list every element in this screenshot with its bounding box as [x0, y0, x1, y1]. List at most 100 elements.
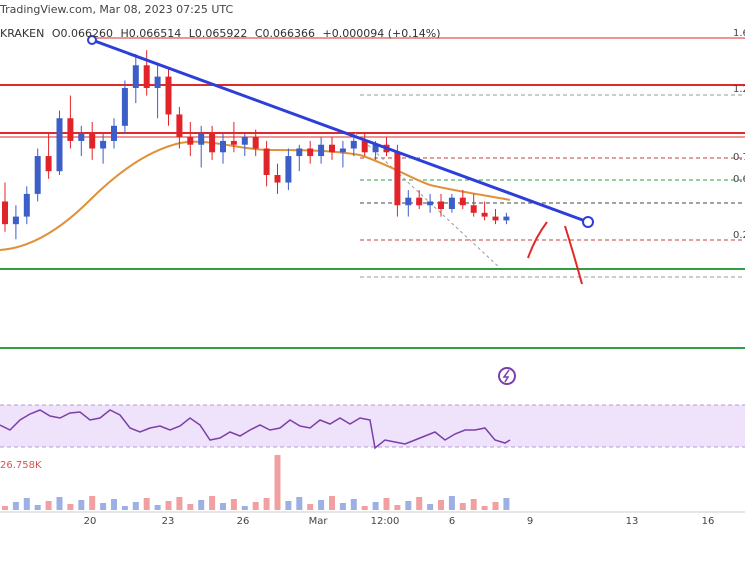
volume-bar [416, 497, 423, 510]
candle-body [241, 137, 248, 145]
candle-body [78, 133, 85, 141]
x-tick-label: 12:00 [371, 516, 400, 527]
exchange-label: KRAKEN [0, 27, 45, 40]
volume-bar [296, 497, 303, 510]
volume-bar [492, 502, 499, 510]
candle-body [361, 140, 368, 153]
candle-body [220, 140, 226, 153]
projection-up-arrow [527, 221, 548, 259]
volume-bar [503, 498, 510, 510]
volume-bar [307, 504, 314, 510]
volume-bar [372, 502, 379, 510]
candle-body [23, 193, 30, 217]
volume-bar [470, 499, 477, 510]
candle-body [329, 144, 335, 153]
candle-body [285, 156, 292, 183]
volume-bar [438, 500, 444, 510]
fib-label-1-2: 1.2 [733, 84, 745, 95]
candle-body [176, 114, 183, 138]
open-value: O0.066260 [51, 27, 113, 40]
candle-body [198, 133, 205, 145]
volume-bar [143, 498, 150, 510]
x-ticks-group: 20 23 26 Mar 12:00 6 9 13 16 [84, 516, 715, 527]
volume-bar [176, 497, 183, 510]
candle-body [503, 216, 510, 221]
x-tick-label: 6 [449, 516, 455, 527]
volume-bar [132, 502, 139, 510]
candle-body [252, 137, 259, 149]
replay-icon-bolt [502, 369, 510, 383]
volume-bar [350, 499, 357, 510]
candle-body [481, 212, 488, 217]
x-tick-label: 26 [237, 516, 250, 527]
volume-bar [329, 496, 335, 510]
rsi-band [0, 405, 745, 447]
high-value: H0.066514 [120, 27, 182, 40]
candle-body [350, 140, 357, 149]
candle-body [67, 118, 74, 141]
candle-body [111, 125, 117, 141]
volume-bar [383, 498, 390, 510]
candle-body [416, 197, 423, 206]
volume-bar [209, 496, 216, 510]
candle-body [263, 148, 270, 175]
candle-body [34, 156, 41, 194]
volume-bar [187, 504, 194, 510]
descending-trendline[interactable] [91, 38, 589, 224]
volume-bar [241, 506, 248, 510]
candle-body [2, 201, 8, 225]
close-value: C0.066366 [254, 27, 316, 40]
change-value: +0.000094 (+0.14%) [322, 27, 441, 40]
volume-bar [252, 502, 259, 510]
candle-body [318, 144, 325, 157]
candle-body [45, 156, 52, 172]
volume-bar [100, 503, 107, 510]
volume-bar [45, 501, 52, 510]
candle-body [470, 205, 477, 213]
trendline-anchor-end[interactable] [582, 216, 594, 228]
candle-body [307, 148, 314, 157]
rsi-line [0, 409, 511, 450]
candle-body [459, 197, 466, 206]
volume-bar [230, 499, 237, 510]
volume-bar [23, 498, 30, 510]
fib-label-0-7: 0.7 [733, 152, 745, 163]
x-tick-label: 16 [702, 516, 715, 527]
trendline-anchor-start[interactable] [87, 35, 97, 45]
candles-group [2, 50, 510, 240]
replay-icon[interactable] [498, 367, 516, 385]
volume-bar [2, 506, 8, 510]
volume-bar [448, 496, 455, 510]
volume-bar [198, 500, 205, 510]
volume-bar [339, 503, 346, 510]
candle-body [165, 76, 172, 115]
volume-bar [67, 504, 74, 510]
volume-bar [121, 506, 128, 510]
volume-bar [459, 503, 466, 510]
x-tick-label: 9 [527, 516, 533, 527]
candle-body [89, 133, 96, 149]
candle-body [132, 65, 139, 88]
candle-body [209, 133, 216, 153]
x-tick-label: 13 [626, 516, 639, 527]
volume-bar [394, 505, 401, 510]
candle-body [154, 76, 161, 88]
volume-bar [165, 501, 172, 510]
volume-label: 26.758K [0, 460, 42, 471]
candle-body [405, 197, 412, 206]
candle-body [12, 216, 19, 225]
volume-bar [481, 506, 488, 510]
x-tick-label: 23 [162, 516, 175, 527]
candle-body [394, 152, 401, 206]
candle-body [372, 144, 379, 153]
volume-bar [89, 496, 96, 510]
projection-down-arrow [564, 225, 583, 285]
fib-label-0-6: 0.6 [733, 174, 745, 185]
header-source: TradingView.com, Mar 08, 2023 07:25 UTC [0, 3, 234, 16]
volume-bar [285, 501, 292, 510]
candle-body [121, 87, 128, 126]
volume-bar [361, 506, 368, 510]
volume-bar [405, 501, 412, 510]
